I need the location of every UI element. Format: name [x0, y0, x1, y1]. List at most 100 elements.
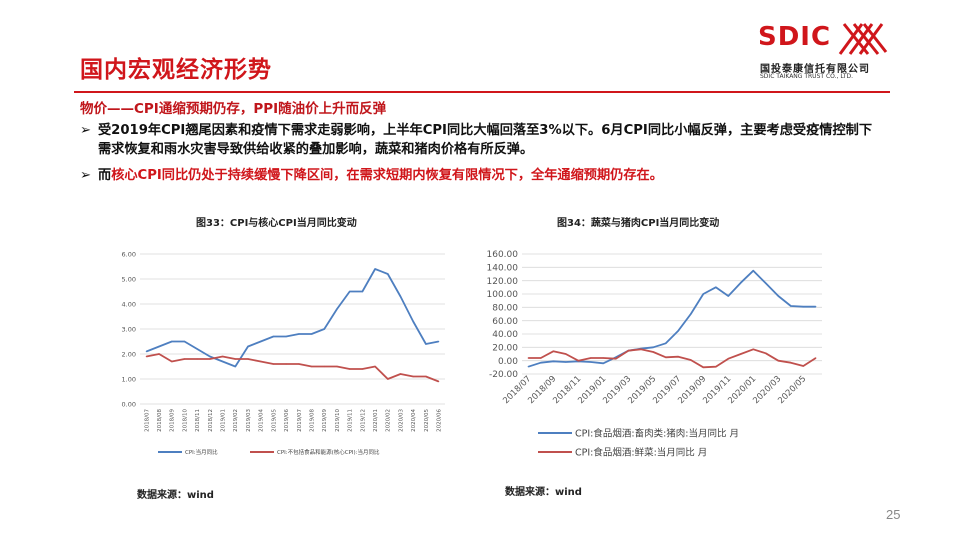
data-point	[247, 345, 249, 348]
series-line-2	[528, 348, 817, 369]
data-point	[171, 340, 173, 343]
data-point	[387, 273, 389, 275]
data-point	[285, 363, 287, 365]
data-point	[412, 320, 414, 323]
data-point	[790, 362, 792, 364]
data-point	[740, 353, 742, 355]
data-point	[412, 375, 414, 378]
y-tick-label: 1.00	[122, 375, 136, 383]
y-tick-label: 0.00	[122, 400, 136, 408]
data-point	[425, 375, 427, 378]
x-tick-label: 2019/05	[271, 409, 277, 432]
data-point	[702, 366, 704, 368]
data-point	[765, 352, 767, 354]
data-point	[590, 357, 592, 359]
x-tick-label: 2018/12	[208, 409, 214, 432]
company-logo: SDIC 国投泰康信托有限公司 SDIC TAIKANG TRUST CO., …	[758, 22, 888, 84]
data-point	[665, 342, 667, 344]
x-tick-label: 2019/06	[284, 409, 290, 432]
x-tick-label: 2020/04	[411, 409, 417, 432]
data-point	[652, 346, 654, 348]
data-point	[234, 365, 236, 368]
chart1-title: 图33：CPI与核心CPI当月同比变动	[196, 218, 357, 229]
chart-cpi-core-cpi: 0.00 1.00 2.00 3.00 4.00 5.00 6.00 2018/07 2018/…	[122, 250, 445, 456]
chart-vegetable-pork-cpi: -20.00 0.00 20.00 40.00 60.00 80.00 100.00 120.…	[487, 250, 822, 458]
data-point	[272, 335, 275, 338]
x-tick-label: 2018/10	[182, 409, 188, 432]
x-tick-label: 2019/11	[348, 409, 354, 432]
data-point	[171, 360, 173, 363]
logo-lattice-icon	[838, 23, 888, 55]
data-point	[527, 366, 529, 368]
x-tick-label: 2020/02	[386, 409, 392, 432]
x-tick-label: 2019/08	[309, 409, 315, 432]
data-point	[727, 295, 729, 297]
y-tick-label: 3.00	[122, 325, 136, 333]
data-point	[602, 357, 604, 359]
data-point	[752, 270, 754, 272]
series-line-2	[146, 353, 439, 383]
y-tick-label: 40.00	[492, 330, 518, 340]
data-point	[715, 366, 717, 368]
data-point	[640, 348, 642, 350]
data-point	[425, 343, 427, 345]
data-point	[387, 378, 389, 380]
bullet-point-2: ➢ 而核心CPI同比仍处于持续缓慢下降区间，在需求短期内恢复有限情况下，全年通缩…	[80, 166, 880, 185]
y-tick-label: 20.00	[492, 343, 518, 353]
data-point	[690, 359, 692, 361]
data-point	[183, 340, 186, 343]
data-point	[777, 360, 779, 362]
x-tick-label: 2018/09	[170, 409, 176, 432]
data-point	[765, 282, 767, 284]
data-point	[209, 358, 211, 360]
y-tick-label: 120.00	[487, 277, 519, 287]
data-point	[590, 361, 592, 363]
data-point	[336, 365, 338, 368]
data-point	[602, 362, 604, 364]
data-point	[740, 282, 742, 284]
chart2-source: 数据来源：wind	[505, 487, 582, 498]
series-line-1	[146, 268, 439, 368]
data-point	[438, 340, 440, 343]
x-tick-label: 2020/01	[373, 409, 379, 432]
data-point	[349, 290, 351, 293]
data-point	[665, 356, 667, 358]
data-point	[349, 368, 351, 370]
data-point	[336, 308, 338, 310]
y-tick-label: 80.00	[492, 303, 518, 313]
legend-label: CPI:当月同比	[185, 448, 218, 456]
data-point	[158, 353, 160, 355]
x-tick-label: 2020/06	[437, 409, 443, 432]
data-point	[399, 373, 402, 375]
header-divider	[74, 91, 890, 93]
data-point	[272, 363, 275, 365]
data-point	[815, 357, 817, 359]
data-point	[196, 358, 198, 360]
y-tick-label: -20.00	[489, 370, 518, 380]
data-point	[565, 353, 567, 355]
page-title: 国内宏观经济形势	[80, 57, 272, 83]
x-tick-label: 2018/08	[157, 409, 163, 432]
data-point	[399, 295, 402, 298]
section-subtitle: 物价——CPI通缩预期仍存，PPI随油价上升而反弹	[80, 101, 387, 117]
bullet-arrow-icon: ➢	[80, 123, 92, 138]
logo-wordmark: SDIC	[758, 22, 832, 52]
data-point	[323, 365, 325, 368]
data-point	[677, 330, 679, 332]
legend-label: CPI:食品烟酒:鲜菜:当月同比 月	[575, 446, 707, 458]
logo-english-name: SDIC TAIKANG TRUST CO., LTD.	[760, 73, 854, 80]
y-tick-label: 140.00	[487, 263, 519, 273]
x-tick-label: 2020/05	[776, 374, 808, 406]
data-point	[260, 340, 262, 343]
data-point	[715, 286, 717, 288]
bullet-text: 受2019年CPI翘尾因素和疫情下需求走弱影响，上半年CPI同比大幅回落至3%以…	[98, 123, 873, 157]
data-point	[802, 365, 804, 367]
y-tick-label: 2.00	[122, 350, 136, 358]
bullet-arrow-icon: ➢	[80, 168, 92, 183]
x-tick-label: 2019/12	[360, 409, 366, 432]
data-point	[323, 328, 325, 330]
x-tick-label: 2020/03	[398, 409, 404, 432]
data-point	[374, 365, 376, 368]
data-point	[790, 305, 792, 307]
data-point	[690, 313, 692, 315]
